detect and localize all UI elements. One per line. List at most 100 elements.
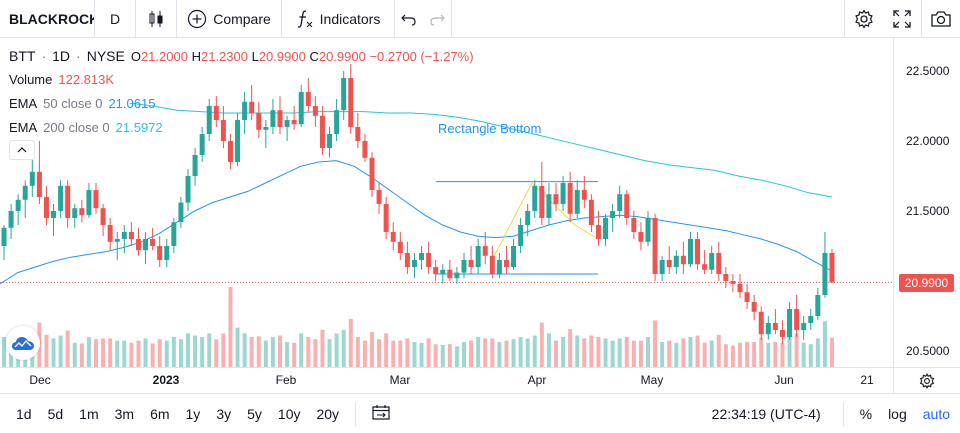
candle-body xyxy=(185,176,191,203)
candle-body xyxy=(305,92,311,106)
indicators-button[interactable]: Indicators xyxy=(282,0,394,38)
candle-body xyxy=(822,253,828,295)
ema50-label: EMA xyxy=(9,96,38,111)
price-chart[interactable] xyxy=(0,38,893,367)
range-5d-button[interactable]: 5d xyxy=(47,405,64,422)
range-5y-button[interactable]: 5y xyxy=(247,405,262,422)
range-1d-button[interactable]: 1d xyxy=(16,405,32,422)
volume-bar xyxy=(136,340,141,367)
legend-ticker[interactable]: BTT xyxy=(9,48,36,64)
ema200-label: EMA xyxy=(9,120,38,135)
volume-bar xyxy=(433,344,438,367)
ema200-legend[interactable]: EMA 200 close 0 21.5972 xyxy=(9,120,163,135)
volume-bar xyxy=(299,333,304,367)
candle-body xyxy=(51,211,57,218)
candle-body xyxy=(164,246,170,260)
range-3m-button[interactable]: 3m xyxy=(114,405,135,422)
candle-body xyxy=(362,141,368,158)
volume-bar xyxy=(193,335,198,367)
camera-icon xyxy=(931,10,951,27)
compare-button[interactable]: Compare xyxy=(177,0,281,38)
volume-bar xyxy=(561,337,566,367)
candle-body xyxy=(143,239,149,251)
volume-bar xyxy=(745,342,750,367)
range-10y-button[interactable]: 10y xyxy=(277,405,301,422)
timezone-clock[interactable]: 22:34:19 (UTC-4) xyxy=(711,405,821,422)
range-1y-button[interactable]: 1y xyxy=(185,405,201,422)
volume-bar xyxy=(313,339,318,367)
candle-body xyxy=(348,78,354,127)
candle-body xyxy=(121,232,127,239)
candle-body xyxy=(277,110,283,127)
volume-bar xyxy=(398,340,403,367)
settings-button[interactable] xyxy=(845,0,883,38)
auto-scale-toggle[interactable]: auto xyxy=(922,405,950,422)
ema200-value: 21.5972 xyxy=(115,120,163,135)
price-tick: 21.5000 xyxy=(906,204,950,218)
rectangle-bottom-annotation[interactable]: Rectangle Bottom xyxy=(438,121,542,136)
toolbar-divider xyxy=(844,0,845,38)
volume-bar xyxy=(306,337,311,367)
candle-body xyxy=(341,78,347,111)
price-scale[interactable]: 22.5000 22.0000 21.5000 20.9900 20.5000 xyxy=(893,38,960,367)
ema50-params: 50 close 0 xyxy=(43,96,103,111)
legend-collapse-button[interactable] xyxy=(9,140,35,160)
volume-bar xyxy=(334,333,339,367)
candle-body xyxy=(801,323,807,330)
volume-bar xyxy=(702,342,707,367)
volume-bar xyxy=(412,342,417,367)
undo-button[interactable] xyxy=(395,0,423,38)
volume-legend[interactable]: Volume 122.813K xyxy=(9,72,114,87)
volume-bar xyxy=(830,337,834,367)
toolbar-divider xyxy=(394,0,395,38)
fullscreen-button[interactable] xyxy=(883,0,921,38)
time-scale[interactable]: Dec 2023 Feb Mar Apr May Jun 21 xyxy=(0,367,893,393)
ema50-legend[interactable]: EMA 50 close 0 21.0615 xyxy=(9,96,155,111)
volume-bar xyxy=(596,337,601,367)
log-scale-toggle[interactable]: log xyxy=(888,405,907,422)
chart-pane[interactable]: BTT · 1D · NYSE O21.2000 H21.2300 L20.99… xyxy=(0,38,893,367)
candle-body xyxy=(135,239,141,251)
function-icon xyxy=(297,9,312,28)
candle-body xyxy=(645,218,651,242)
candle-body xyxy=(787,309,793,337)
candle-body xyxy=(595,225,601,239)
snapshot-button[interactable] xyxy=(922,0,960,38)
fullscreen-icon xyxy=(893,9,911,28)
last-price-label: 20.9900 xyxy=(899,274,954,292)
scale-settings-button[interactable] xyxy=(893,367,960,393)
candle-body xyxy=(36,171,42,197)
volume-bar xyxy=(546,333,551,367)
range-1m-button[interactable]: 1m xyxy=(79,405,99,422)
calendar-range-icon xyxy=(372,405,390,420)
change-value: −0.2700 (−1.27%) xyxy=(369,48,474,64)
volume-bar xyxy=(370,331,374,367)
settings-icon xyxy=(855,8,873,29)
volume-bar xyxy=(787,335,792,367)
candle-body xyxy=(687,239,693,265)
tradingview-logo[interactable] xyxy=(6,326,40,360)
percent-scale-toggle[interactable]: % xyxy=(859,405,873,422)
candle-body xyxy=(489,255,495,274)
redo-button[interactable] xyxy=(423,0,451,38)
go-to-date-button[interactable] xyxy=(364,404,398,423)
candle-body xyxy=(581,190,587,200)
volume-bar xyxy=(539,322,544,367)
interval-button[interactable]: D xyxy=(109,10,121,27)
candle-body xyxy=(411,260,417,267)
range-3y-button[interactable]: 3y xyxy=(216,405,232,422)
candle-body xyxy=(270,110,276,127)
chart-style-button[interactable] xyxy=(136,0,176,38)
candle-body xyxy=(298,92,304,125)
high-label: H xyxy=(191,48,201,64)
candle-body xyxy=(730,281,736,284)
candle-body xyxy=(22,185,28,200)
legend-exchange: NYSE xyxy=(86,48,125,64)
volume-bar xyxy=(355,337,360,367)
candle-body xyxy=(383,204,389,232)
range-20y-button[interactable]: 20y xyxy=(316,405,340,422)
symbol-search-button[interactable]: BLACKROCK xyxy=(9,10,94,27)
range-6m-button[interactable]: 6m xyxy=(150,405,170,422)
volume-bar xyxy=(808,344,813,367)
chevron-up-icon xyxy=(17,147,27,153)
